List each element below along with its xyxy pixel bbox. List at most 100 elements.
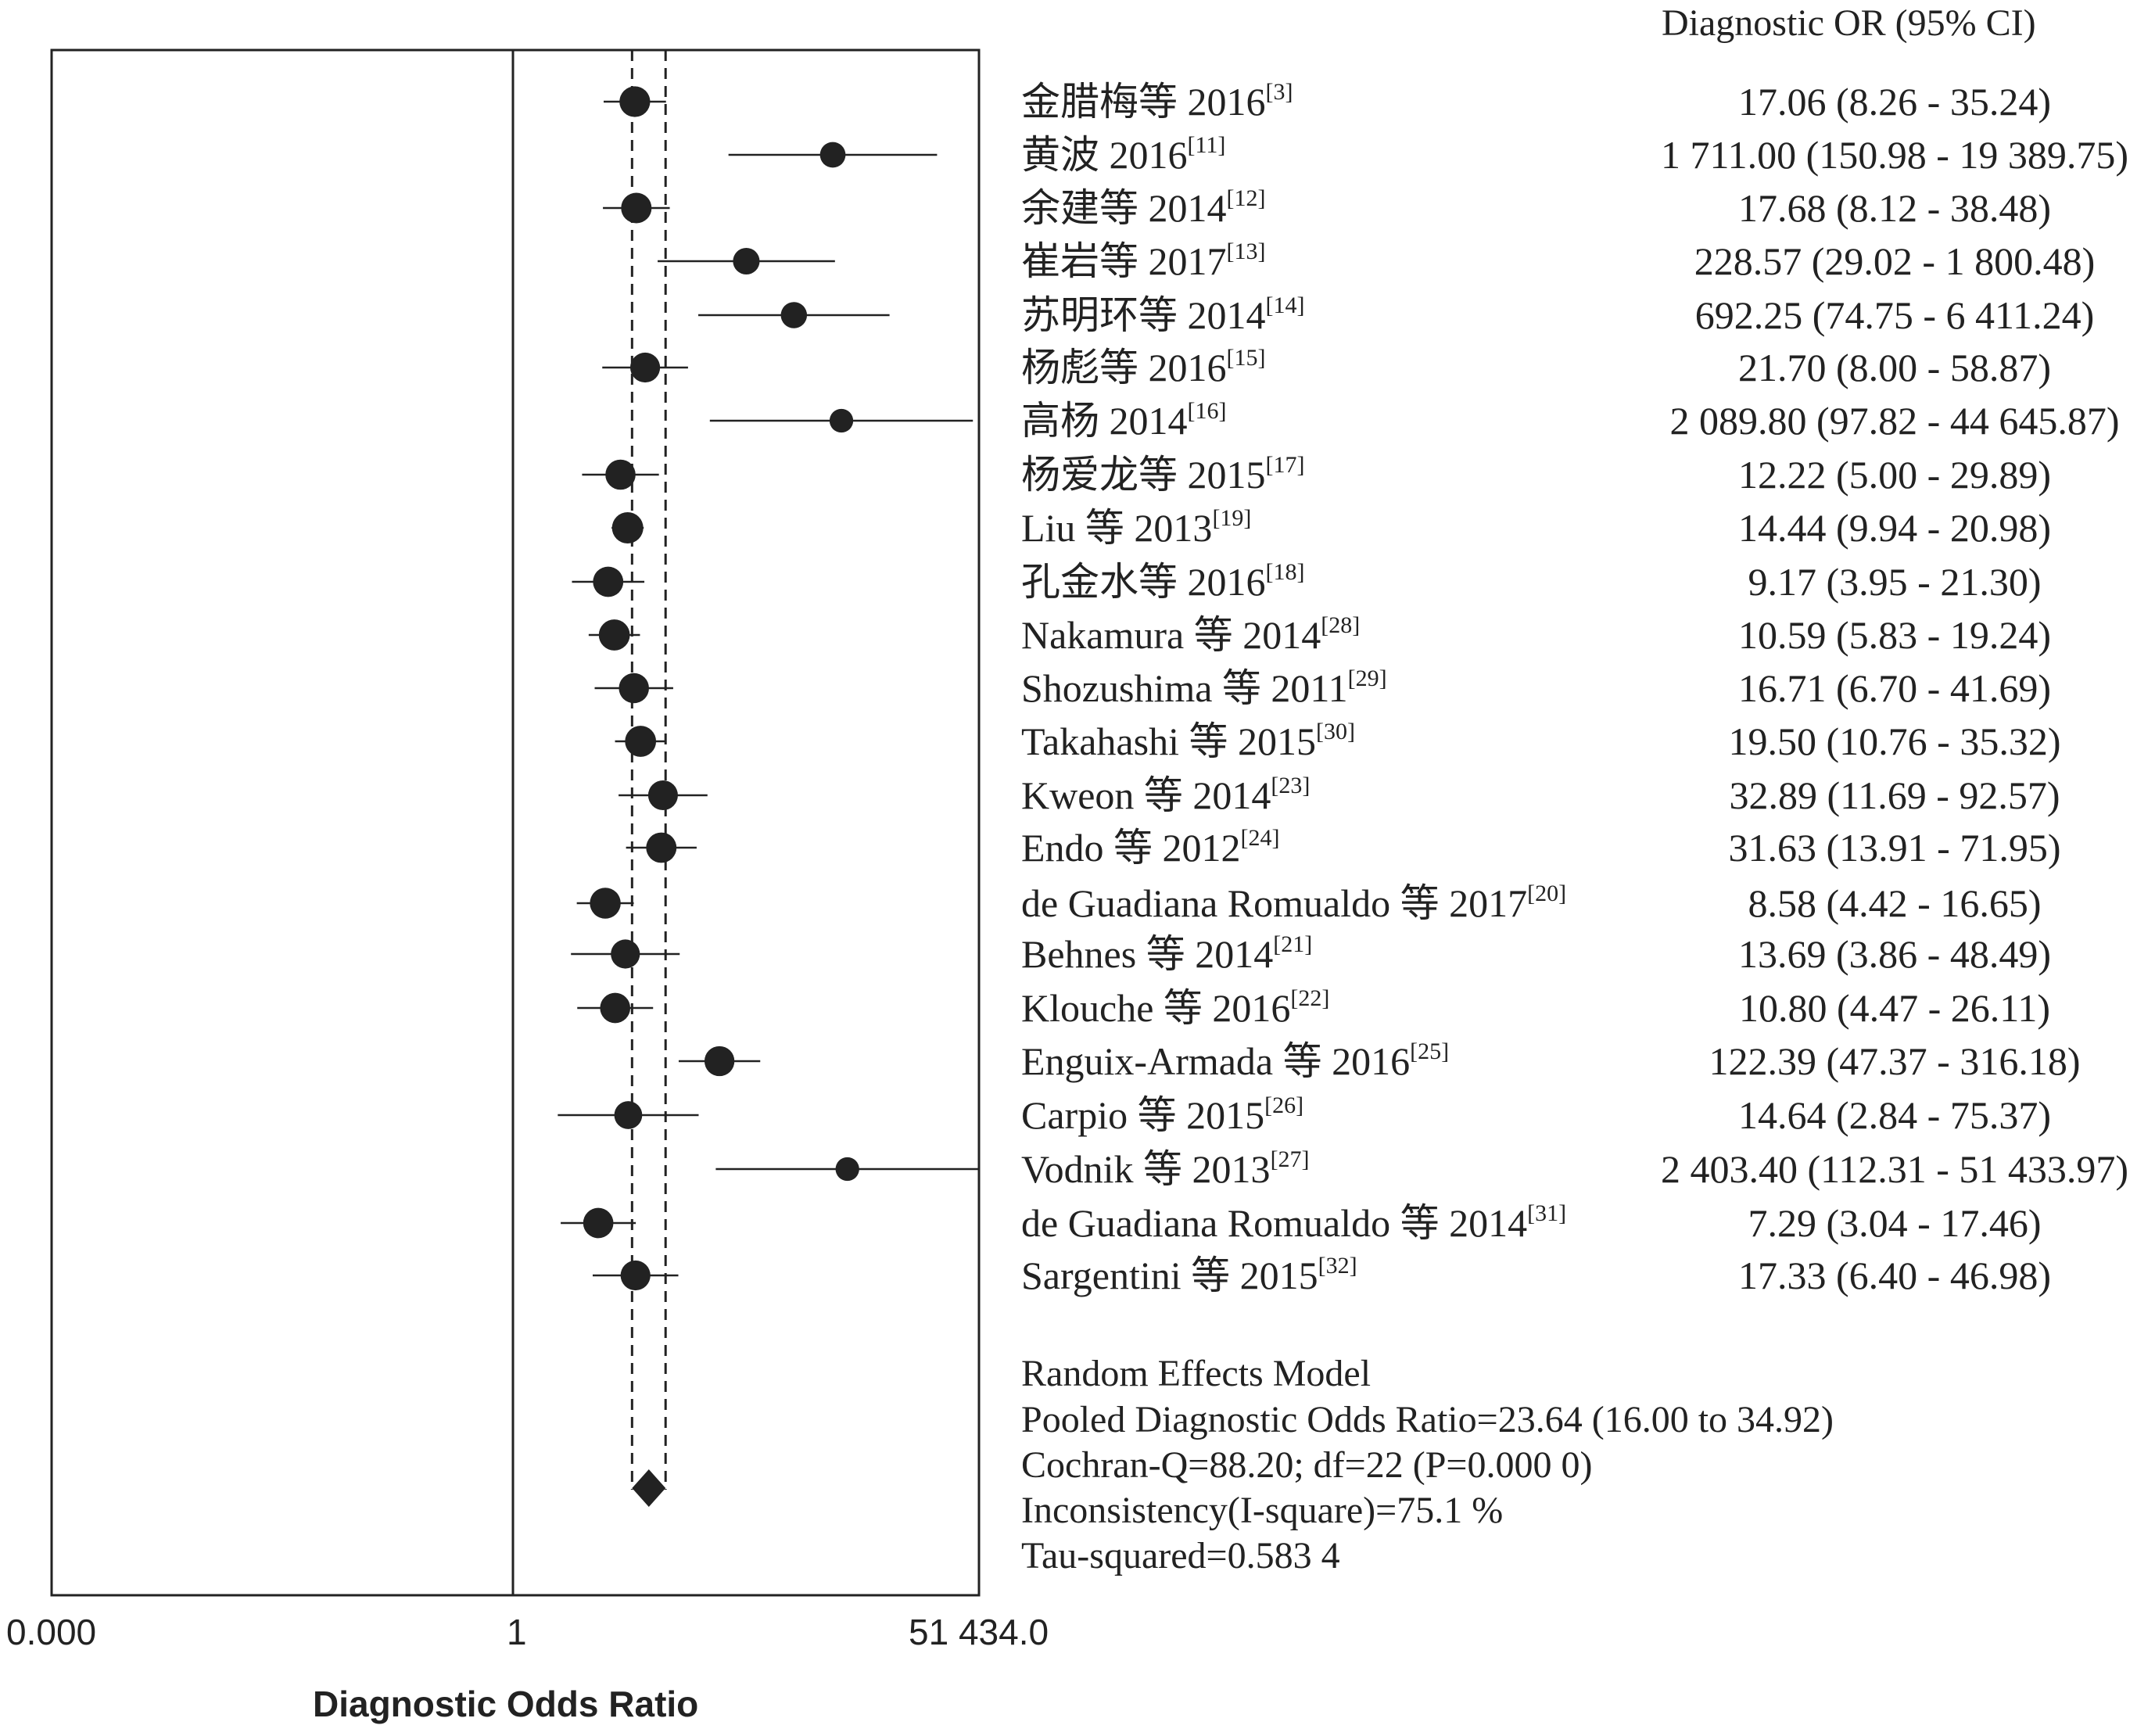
study-name: 黄波 2016 [1021, 133, 1188, 177]
study-reference: [17] [1265, 452, 1305, 478]
study-name: Shozushima 等 2011 [1021, 666, 1348, 710]
study-reference: [27] [1270, 1146, 1310, 1172]
study-reference: [21] [1273, 931, 1313, 957]
study-label: 金腊梅等 2016[3] [1021, 78, 1293, 125]
study-or-ci: 8.58 (4.42 - 16.65) [1748, 881, 2042, 925]
study-row: 金腊梅等 2016[3] 17.06 (8.26 - 35.24) [0, 78, 2155, 125]
study-row: 崔岩等 2017[13] 228.57 (29.02 - 1 800.48) [0, 238, 2155, 285]
study-reference: [32] [1318, 1253, 1357, 1279]
column-header: Diagnostic OR (95% CI) [1662, 2, 2036, 44]
study-reference: [16] [1187, 398, 1227, 424]
study-reference: [30] [1315, 719, 1355, 744]
study-reference: [23] [1271, 773, 1311, 798]
study-or-ci: 7.29 (3.04 - 17.46) [1748, 1201, 2042, 1245]
study-label: de Guadiana Romualdo 等 2014[31] [1021, 1200, 1566, 1246]
study-or-ci: 9.17 (3.95 - 21.30) [1748, 560, 2042, 604]
study-label: Carpio 等 2015[26] [1021, 1092, 1303, 1139]
study-point [600, 992, 631, 1024]
study-or-ci: 14.44 (9.94 - 20.98) [1738, 506, 2051, 550]
study-reference: [20] [1527, 881, 1567, 906]
study-row: 杨爱龙等 2015[17] 12.22 (5.00 - 29.89) [0, 451, 2155, 498]
summary-line: Cochran-Q=88.20; df=22 (P=0.000 0) [1021, 1444, 1593, 1486]
study-or-ci: 13.69 (3.86 - 48.49) [1738, 932, 2051, 976]
summary-line: Pooled Diagnostic Odds Ratio=23.64 (16.0… [1021, 1399, 1834, 1440]
x-axis-label: Diagnostic Odds Ratio [313, 1684, 699, 1724]
study-name: Klouche 等 2016 [1021, 986, 1291, 1030]
study-or-ci: 692.25 (74.75 - 6 411.24) [1694, 293, 2095, 337]
study-label: Sargentini 等 2015[32] [1021, 1252, 1357, 1299]
study-label: Nakamura 等 2014[28] [1021, 612, 1360, 658]
study-name: Vodnik 等 2013 [1021, 1147, 1271, 1191]
study-name: 崔岩等 2017 [1021, 239, 1227, 283]
study-row: Enguix-Armada 等 2016[25] 122.39 (47.37 - … [0, 1038, 2155, 1085]
study-point [835, 1157, 859, 1182]
study-name: 杨爱龙等 2015 [1021, 453, 1266, 497]
study-or-ci: 19.50 (10.76 - 35.32) [1728, 719, 2061, 763]
study-row: Sargentini 等 2015[32] 17.33 (6.40 - 46.98… [0, 1252, 2155, 1299]
study-name: de Guadiana Romualdo 等 2017 [1021, 881, 1528, 925]
study-reference: [18] [1265, 559, 1305, 585]
study-row: de Guadiana Romualdo 等 2017[20] 8.58 (4.4… [0, 880, 2155, 927]
study-point [619, 673, 649, 704]
study-reference: [29] [1347, 665, 1387, 691]
study-name: 苏明环等 2014 [1021, 293, 1266, 337]
study-reference: [25] [1410, 1038, 1450, 1064]
study-point [620, 1260, 651, 1291]
study-point [583, 1207, 614, 1239]
study-or-ci: 21.70 (8.00 - 58.87) [1738, 346, 2051, 389]
study-row: 余建等 2014[12] 17.68 (8.12 - 38.48) [0, 185, 2155, 231]
study-name: Enguix-Armada 等 2016 [1021, 1039, 1411, 1083]
study-name: Takahashi 等 2015 [1021, 719, 1316, 763]
study-row: Nakamura 等 2014[28] 10.59 (5.83 - 19.24) [0, 612, 2155, 658]
study-name: Liu 等 2013 [1021, 506, 1213, 550]
study-point [646, 832, 677, 863]
study-row: Kweon 等 2014[23] 32.89 (11.69 - 92.57) [0, 772, 2155, 819]
study-reference: [31] [1527, 1200, 1567, 1226]
study-point [629, 352, 661, 383]
x-tick-label: 51 434.0 [909, 1612, 1049, 1652]
study-name: 金腊梅等 2016 [1021, 80, 1266, 124]
study-or-ci: 14.64 (2.84 - 75.37) [1738, 1093, 2051, 1137]
study-row: Endo 等 2012[24] 31.63 (13.91 - 71.95) [0, 824, 2155, 871]
study-name: 高杨 2014 [1021, 399, 1188, 443]
study-point [780, 302, 808, 328]
study-row: 黄波 2016[11] 1 711.00 (150.98 - 19 389.75) [0, 131, 2155, 178]
study-point [647, 780, 678, 811]
study-name: 余建等 2014 [1021, 186, 1227, 230]
study-row: 高杨 2014[16] 2 089.80 (97.82 - 44 645.87) [0, 397, 2155, 444]
study-or-ci: 10.59 (5.83 - 19.24) [1738, 613, 2051, 657]
study-label: 杨彪等 2016[15] [1021, 344, 1265, 391]
study-or-ci: 31.63 (13.91 - 71.95) [1728, 826, 2061, 870]
x-tick-label: 1 [507, 1612, 527, 1652]
study-row: Behnes 等 2014[21] 13.69 (3.86 - 48.49) [0, 931, 2155, 977]
study-label: 杨爱龙等 2015[17] [1021, 451, 1304, 498]
study-reference: [11] [1187, 132, 1226, 158]
study-row: Takahashi 等 2015[30] 19.50 (10.76 - 35.32… [0, 718, 2155, 765]
study-or-ci: 12.22 (5.00 - 29.89) [1738, 453, 2051, 497]
study-label: 黄波 2016[11] [1021, 131, 1225, 178]
study-or-ci: 17.33 (6.40 - 46.98) [1738, 1254, 2051, 1297]
study-point [819, 142, 846, 168]
study-row: Liu 等 2013[19] 14.44 (9.94 - 20.98) [0, 504, 2155, 551]
study-or-ci: 228.57 (29.02 - 1 800.48) [1694, 239, 2096, 283]
study-point [619, 86, 651, 117]
study-point [598, 619, 630, 651]
summary-line: Tau-squared=0.583 4 [1021, 1535, 1340, 1576]
x-tick-label: 0.000 [6, 1612, 97, 1652]
study-label: Kweon 等 2014[23] [1021, 772, 1310, 819]
study-label: 高杨 2014[16] [1021, 397, 1226, 444]
study-point [611, 512, 644, 543]
study-or-ci: 32.89 (11.69 - 92.57) [1729, 773, 2060, 817]
study-label: Behnes 等 2014[21] [1021, 931, 1312, 977]
study-or-ci: 1 711.00 (150.98 - 19 389.75) [1660, 133, 2129, 177]
study-name: Endo 等 2012 [1021, 826, 1241, 870]
study-row: 孔金水等 2016[18] 9.17 (3.95 - 21.30) [0, 558, 2155, 605]
study-or-ci: 17.68 (8.12 - 38.48) [1738, 186, 2051, 230]
study-label: 崔岩等 2017[13] [1021, 238, 1265, 285]
study-reference: [3] [1265, 79, 1293, 105]
study-point [704, 1046, 735, 1077]
study-point [829, 408, 854, 433]
study-or-ci: 2 089.80 (97.82 - 44 645.87) [1669, 399, 2120, 443]
study-point [621, 192, 652, 224]
study-reference: [13] [1226, 239, 1266, 264]
